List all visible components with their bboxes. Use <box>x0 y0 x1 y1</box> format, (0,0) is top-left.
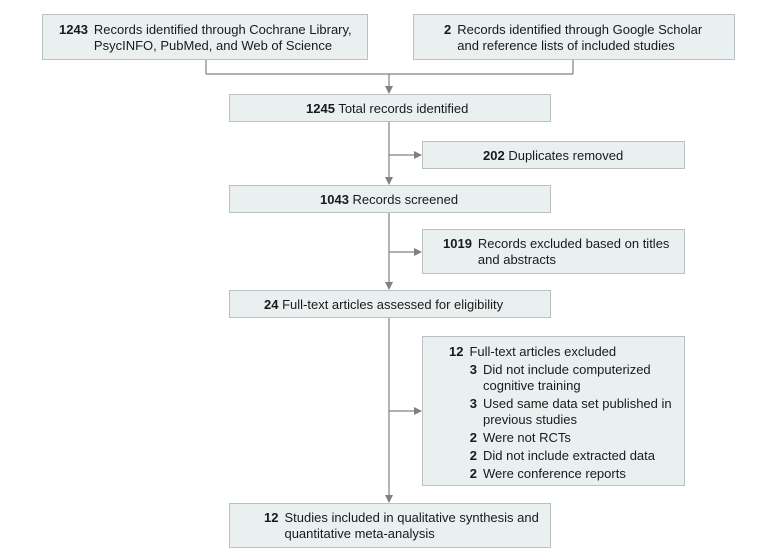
exclusion-reason: 2 Were conference reports <box>469 466 626 481</box>
records-identified-databases-box: 1243 Records identified through Cochrane… <box>42 14 368 60</box>
total-records-label: Total records identified <box>338 101 469 116</box>
fulltext-excluded-label: Full-text articles excluded <box>469 344 617 359</box>
duplicates-removed-label: Duplicates removed <box>508 148 624 163</box>
records-identified-databases-label: Records identified through Cochrane Libr… <box>93 22 352 53</box>
total-records-box: 1245 Total records identified <box>229 94 551 122</box>
records-identified-other-box: 2 Records identified through Google Scho… <box>413 14 735 60</box>
records-identified-databases-count: 1243 <box>59 22 88 37</box>
records-screened-count: 1043 <box>320 192 349 207</box>
fulltext-assessed-count: 24 <box>264 297 279 312</box>
records-excluded-titles-label: Records excluded based on titles and abs… <box>477 236 670 267</box>
fulltext-excluded-box: 12 Full-text articles excluded 3 Did not… <box>422 336 685 486</box>
records-excluded-titles-box: 1019 Records excluded based on titles an… <box>422 229 685 274</box>
records-screened-box: 1043 Records screened <box>229 185 551 213</box>
records-identified-other-count: 2 <box>444 22 452 37</box>
exclusion-reason: 2 Were not RCTs <box>469 430 571 445</box>
fulltext-assessed-label: Full-text articles assessed for eligibil… <box>282 297 504 312</box>
records-identified-other-label: Records identified through Google Schola… <box>457 22 703 53</box>
duplicates-removed-box: 202 Duplicates removed <box>422 141 685 169</box>
studies-included-label: Studies included in qualitative synthesi… <box>284 510 539 541</box>
records-excluded-titles-count: 1019 <box>443 236 472 251</box>
fulltext-excluded-count: 12 <box>449 344 464 359</box>
studies-included-box: 12 Studies included in qualitative synth… <box>229 503 551 548</box>
exclusion-reason: 3 Did not include computerized cognitive… <box>469 362 651 393</box>
exclusion-reason: 2 Did not include extracted data <box>469 448 655 463</box>
total-records-count: 1245 <box>306 101 335 116</box>
exclusion-reason: 3 Used same data set published in previo… <box>469 396 672 427</box>
records-screened-label: Records screened <box>352 192 459 207</box>
fulltext-assessed-box: 24 Full-text articles assessed for eligi… <box>229 290 551 318</box>
studies-included-count: 12 <box>264 510 279 525</box>
duplicates-removed-count: 202 <box>483 148 505 163</box>
